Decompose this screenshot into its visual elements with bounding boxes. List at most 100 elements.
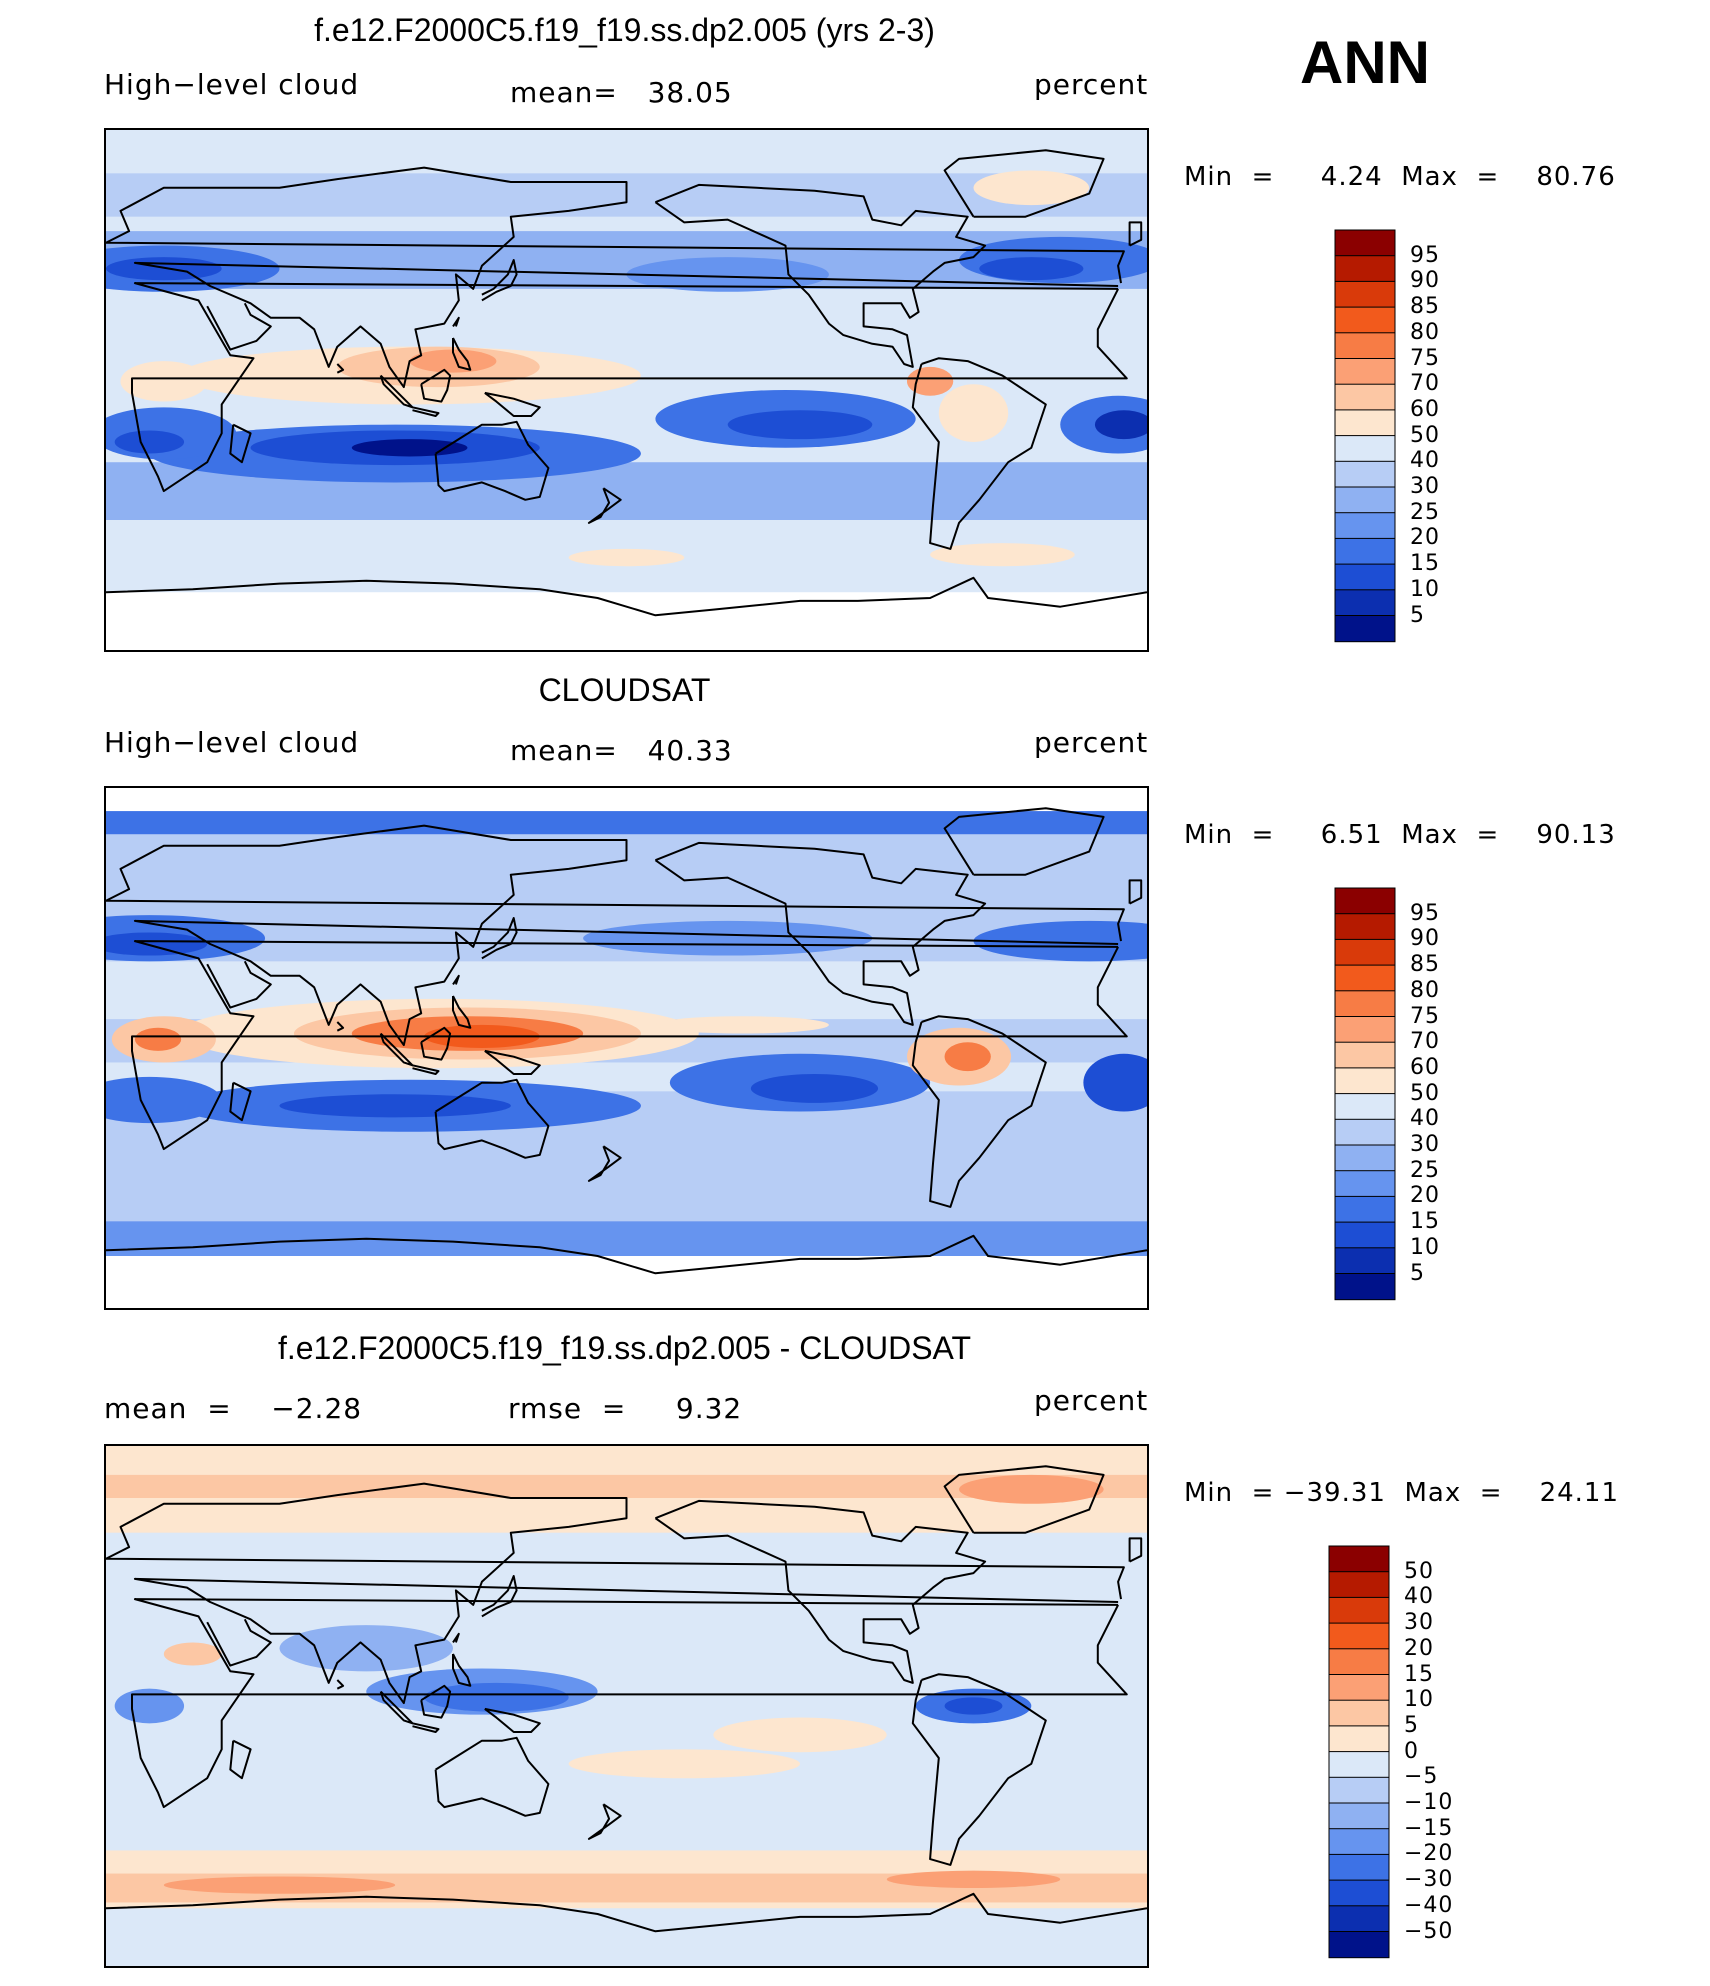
cloud-blob xyxy=(979,257,1084,281)
colorbar-label: 50 xyxy=(1404,1558,1434,1584)
colorbar-swatch xyxy=(1334,1118,1396,1147)
coastline xyxy=(336,1679,345,1690)
colorbar-svg xyxy=(1328,1545,1390,1959)
coastline xyxy=(336,363,345,374)
colorbar-svg xyxy=(1334,229,1396,643)
coastline xyxy=(106,576,1147,617)
colorbar-swatch xyxy=(1334,1144,1396,1172)
panel1-title: f.e12.F2000C5.f19_f19.ss.dp2.005 (yrs 2-… xyxy=(314,12,935,48)
coastline xyxy=(654,1499,987,1684)
cloud-blob xyxy=(568,548,685,567)
panel3-title: f.e12.F2000C5.f19_f19.ss.dp2.005 - CLOUD… xyxy=(277,1330,972,1366)
colorbar-swatch xyxy=(1328,1622,1390,1650)
band xyxy=(106,1221,1147,1256)
panel1-map-svg xyxy=(106,130,1147,650)
coastline xyxy=(484,1049,541,1075)
coastline xyxy=(336,1021,345,1032)
panel2-variable-label: High−level cloud xyxy=(104,726,360,759)
cloud-blob xyxy=(973,920,1147,962)
cloud-blob xyxy=(351,439,468,457)
band xyxy=(106,788,1147,812)
coastline xyxy=(106,1482,1125,1705)
colorbar-swatch xyxy=(1328,1571,1390,1599)
colorbar-swatch xyxy=(1334,1247,1396,1275)
colorbar-label: 20 xyxy=(1404,1635,1434,1661)
colorbar-swatch xyxy=(1328,1674,1390,1702)
colorbar-swatch xyxy=(1334,1016,1396,1044)
colorbar-svg xyxy=(1334,887,1396,1301)
panel3-rmse-label: rmse = 9.32 xyxy=(508,1392,743,1425)
colorbar-label: 60 xyxy=(1410,1054,1440,1080)
coastline xyxy=(911,1673,1047,1866)
panel2-mean-label: mean= 40.33 xyxy=(510,734,733,767)
cloud-blob xyxy=(886,1870,1061,1888)
colorbar-label: 95 xyxy=(1410,900,1440,926)
colorbar-swatch xyxy=(1334,589,1396,617)
coastline xyxy=(106,1892,1147,1933)
panel3-minmax: Min = −39.31 Max = 24.11 xyxy=(1184,1478,1620,1508)
colorbar-swatch xyxy=(1334,358,1396,386)
colorbar-label: 75 xyxy=(1410,345,1440,371)
colorbar-label: 0 xyxy=(1404,1738,1419,1764)
coastline xyxy=(412,1722,440,1733)
coastline xyxy=(412,1064,440,1075)
colorbar-swatch xyxy=(1328,1545,1390,1573)
coastline xyxy=(229,1081,252,1122)
colorbar-label: 80 xyxy=(1410,319,1440,345)
panel2-units-label: percent xyxy=(1034,726,1149,759)
colorbar-swatch xyxy=(1334,563,1396,591)
cloud-blob xyxy=(163,1642,222,1666)
coastline xyxy=(106,166,1125,389)
colorbar-label: 30 xyxy=(1410,474,1440,499)
coastline xyxy=(943,149,1105,218)
colorbar-label: −10 xyxy=(1404,1790,1454,1815)
colorbar-swatch xyxy=(1334,1273,1396,1301)
colorbar-label: 20 xyxy=(1410,525,1440,551)
panel3-units-label: percent xyxy=(1034,1384,1149,1417)
coastline xyxy=(434,1736,550,1817)
colorbar-swatch xyxy=(1328,1828,1390,1856)
colorbar-swatch xyxy=(1328,1802,1390,1830)
colorbar-label: 15 xyxy=(1404,1661,1434,1687)
colorbar-label: 5 xyxy=(1404,1712,1419,1738)
band xyxy=(106,811,1147,835)
coastline xyxy=(481,917,518,960)
coastline xyxy=(452,1632,460,1643)
colorbar-label: 5 xyxy=(1410,602,1425,628)
coastline xyxy=(379,1690,414,1725)
coastline xyxy=(943,807,1105,876)
band xyxy=(106,592,1147,650)
colorbar-swatch xyxy=(1334,1221,1396,1249)
cloud-blob xyxy=(424,1682,569,1712)
colorbar-label: 50 xyxy=(1410,422,1440,448)
colorbar-swatch xyxy=(1334,229,1396,257)
panel2-colorbar: 95 90 85 80 75 70 60 50 40 30 25 20 15 10 5 xyxy=(1334,887,1439,1305)
colorbar-swatch xyxy=(1334,990,1396,1018)
colorbar-label: 85 xyxy=(1410,294,1440,320)
colorbar-swatch xyxy=(1334,332,1396,360)
colorbar-swatch xyxy=(1334,460,1396,489)
panel3-colorbar: 50 40 30 20 15 10 5 0 −5 −10 −15 −20 −30 −40 −50 xyxy=(1328,1545,1452,1963)
coastline xyxy=(452,337,472,371)
colorbar-swatch xyxy=(1328,1751,1390,1779)
coastline xyxy=(420,1684,452,1719)
coastline xyxy=(206,960,272,1009)
panel2-title: CLOUDSAT xyxy=(538,672,711,708)
colorbar-swatch xyxy=(1328,1648,1390,1676)
coastline xyxy=(420,368,452,403)
panel1-minmax: Min = 4.24 Max = 80.76 xyxy=(1184,162,1616,192)
coastline xyxy=(206,302,272,351)
colorbar-label: 70 xyxy=(1410,1029,1440,1055)
coastline xyxy=(106,1234,1147,1275)
cloud-blob xyxy=(727,410,873,440)
colorbar-label: 25 xyxy=(1410,499,1440,525)
coastline xyxy=(654,841,987,1026)
colorbar-label: 10 xyxy=(1410,1234,1440,1260)
cloud-blob xyxy=(655,1016,829,1034)
colorbar-label: 40 xyxy=(1404,1584,1434,1610)
coastline xyxy=(452,995,472,1029)
colorbar-label: 15 xyxy=(1410,551,1440,577)
panel1-map xyxy=(104,128,1149,652)
coastline xyxy=(1128,221,1143,247)
coastline xyxy=(379,1032,414,1067)
